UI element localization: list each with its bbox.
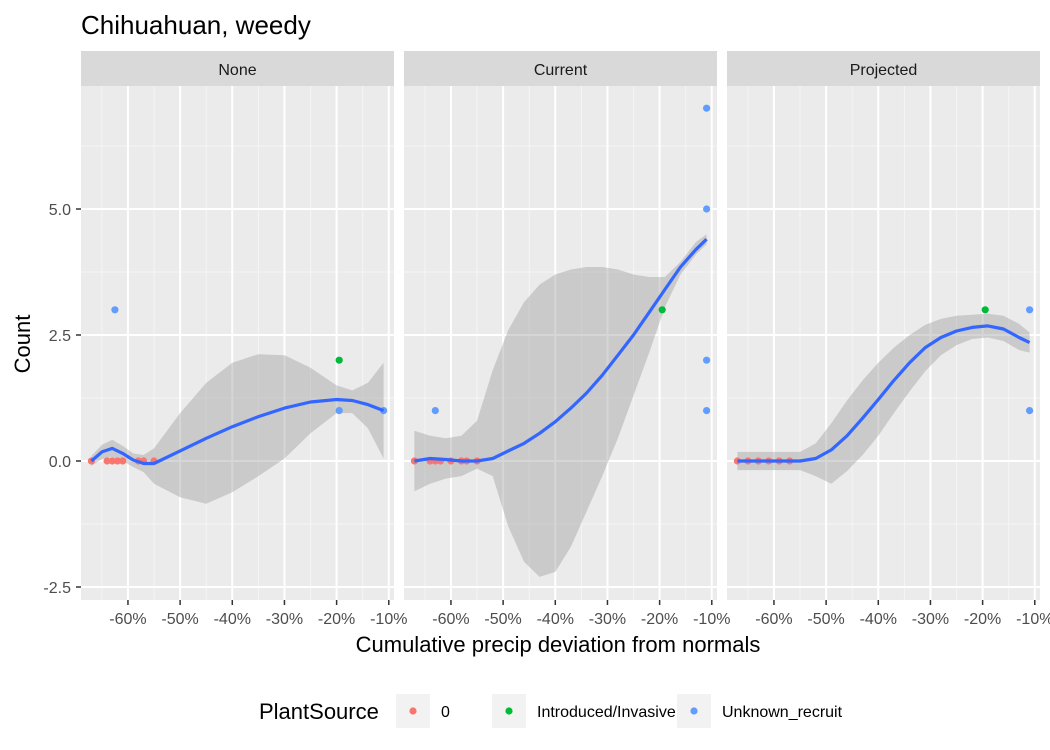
x-tick-label: -50%	[484, 611, 521, 628]
strip-background	[404, 51, 717, 86]
legend-item: 0	[396, 694, 450, 728]
legend-key-point	[409, 707, 417, 715]
x-tick-label: -20%	[318, 611, 355, 628]
x-axis-label: Cumulative precip deviation from normals	[356, 632, 761, 657]
confidence-ribbon	[91, 354, 384, 504]
strip-label: Projected	[850, 62, 918, 79]
data-point	[113, 457, 122, 465]
strip-label: None	[218, 62, 256, 79]
x-tick-label: -30%	[589, 611, 626, 628]
x-tick-label: -10%	[693, 611, 730, 628]
smooth-line	[414, 238, 708, 463]
data-point	[703, 356, 711, 364]
x-tick-label: -20%	[964, 611, 1001, 628]
data-point	[703, 205, 711, 213]
data-point	[1026, 407, 1034, 415]
data-point	[119, 457, 127, 465]
data-point	[103, 457, 111, 465]
legend: PlantSource 0 Introduced/Invasive Unknown_…	[259, 694, 843, 728]
x-tick-label: -50%	[807, 611, 844, 628]
confidence-ribbon	[414, 234, 707, 577]
x-tick-label: -40%	[860, 611, 897, 628]
data-point	[1026, 306, 1034, 314]
data-point	[981, 306, 989, 314]
legend-label: 0	[441, 704, 450, 721]
chart-title: Chihuahuan, weedy	[81, 10, 311, 40]
y-axis-label: Count	[10, 315, 35, 374]
legend-label: Introduced/Invasive	[537, 704, 676, 721]
x-tick-label: -40%	[214, 611, 251, 628]
legend-keys: 0 Introduced/Invasive Unknown_recruit	[396, 694, 843, 728]
data-point	[658, 306, 666, 314]
smooth-line	[737, 324, 1031, 463]
confidence-ribbon	[737, 313, 1030, 484]
legend-label: Unknown_recruit	[722, 704, 843, 721]
panel-background	[404, 86, 717, 600]
y-tick-label: 0.0	[49, 454, 71, 471]
legend-item: Unknown_recruit	[677, 694, 843, 728]
strip-background	[727, 51, 1040, 86]
x-tick-label: -20%	[641, 611, 678, 628]
legend-key-point	[690, 707, 698, 715]
data-point	[335, 407, 343, 415]
x-tick-label: -40%	[537, 611, 574, 628]
legend-title: PlantSource	[259, 699, 379, 724]
y-tick-label: 5.0	[49, 202, 71, 219]
data-point	[431, 407, 439, 415]
panel-current: Current -60% -50% -40% -30% -20% -10%	[404, 51, 730, 628]
x-tick-label: -60%	[109, 611, 146, 628]
facet-panels: None-60% -50% -40% -30% -20% -10%Current-60% -…	[81, 51, 1050, 628]
x-tick-label: -60%	[755, 611, 792, 628]
smooth-line	[90, 397, 385, 466]
x-tick-label: -50%	[161, 611, 198, 628]
panel-background	[81, 86, 394, 600]
legend-key-point	[505, 707, 513, 715]
data-point	[703, 104, 711, 112]
y-axis: -2.5 0.0 2.5 5.0	[43, 202, 81, 597]
x-tick-label: -30%	[912, 611, 949, 628]
strip-background	[81, 51, 394, 86]
strip-label: Current	[534, 62, 588, 79]
data-point	[108, 457, 116, 465]
x-tick-label: -10%	[370, 611, 407, 628]
legend-item: Introduced/Invasive	[492, 694, 676, 728]
panel-background	[727, 86, 1040, 600]
data-point	[703, 407, 711, 415]
panel-none: None -60% -50% -40% -30% -20% -10%	[81, 51, 407, 628]
y-tick-label: -2.5	[43, 580, 71, 597]
data-point	[335, 356, 343, 364]
panel-projected: Projected -60% -50% -40% -30% -20% -10%	[727, 51, 1050, 628]
x-tick-label: -30%	[266, 611, 303, 628]
y-tick-label: 2.5	[49, 328, 71, 345]
data-point	[111, 306, 119, 314]
x-tick-label: -10%	[1016, 611, 1050, 628]
x-tick-label: -60%	[432, 611, 469, 628]
